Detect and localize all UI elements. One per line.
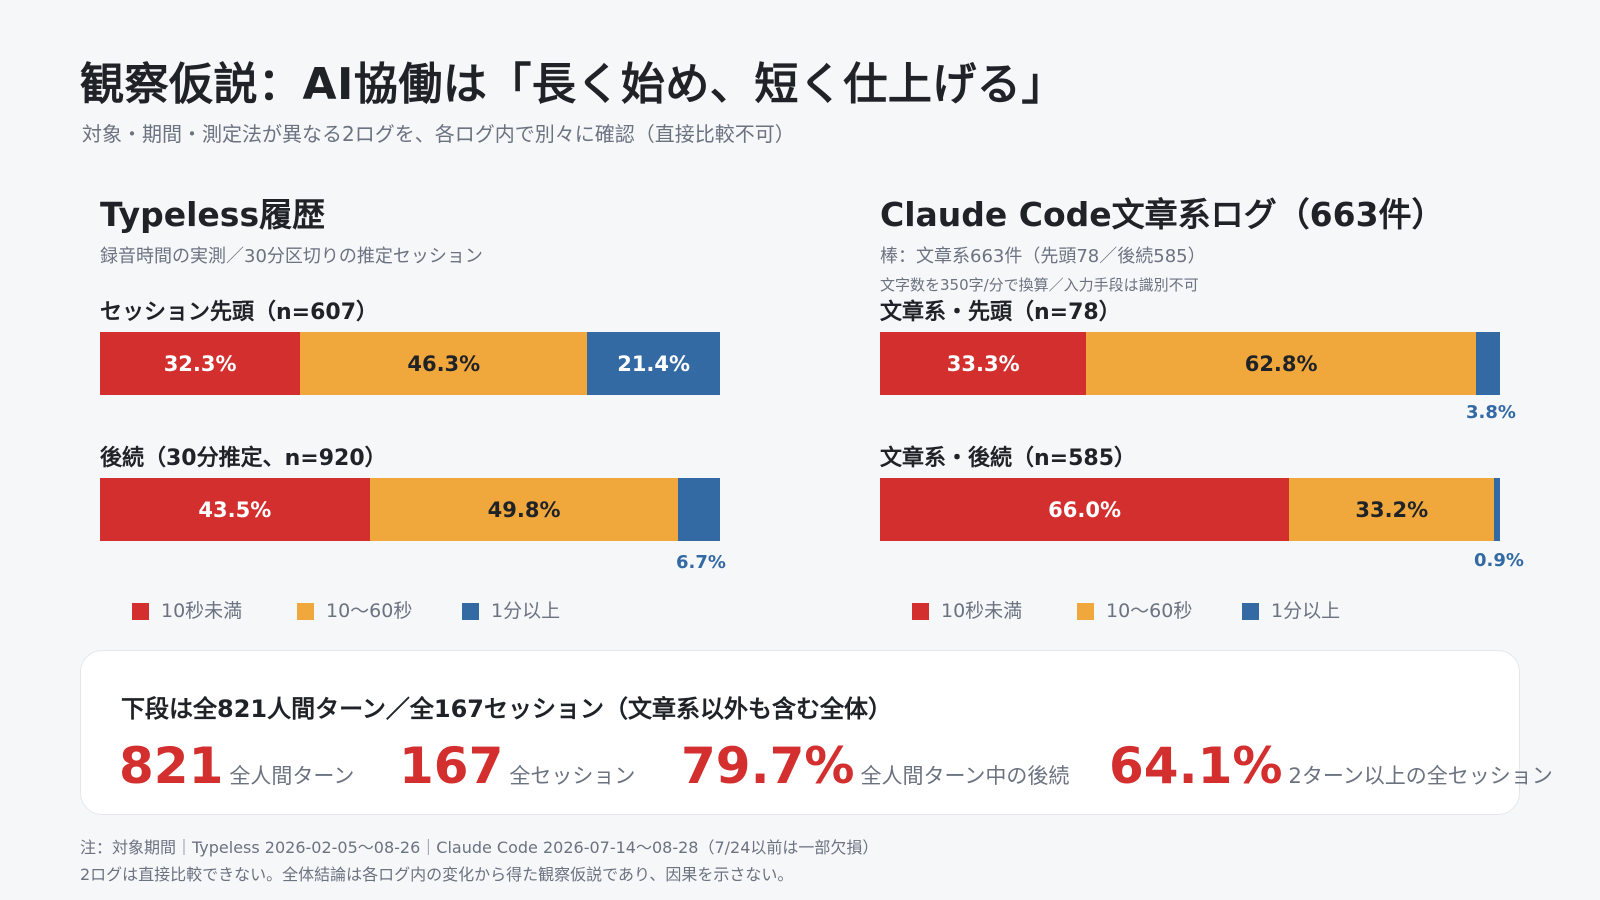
legend-item-under10s: 10秒未満 [132, 596, 297, 623]
legend-swatch [1077, 602, 1094, 620]
typeless-legend: 10秒未満 10〜60秒 1分以上 [132, 596, 627, 623]
legend-swatch [297, 602, 314, 620]
bar-segment-10to60s: 46.3% [300, 332, 588, 395]
bar-segment-under10s: 66.0% [880, 478, 1290, 541]
page-subtitle: 対象・期間・測定法が異なる2ログを、各ログ内で別々に確認（直接比較不可） [82, 122, 795, 146]
legend-swatch [132, 602, 149, 620]
legend-swatch [1242, 602, 1259, 620]
legend-label: 1分以上 [1271, 600, 1341, 622]
stat-label: 全セッション [509, 764, 636, 788]
legend-label: 10〜60秒 [1106, 600, 1193, 622]
stat-value: 64.1% [1109, 737, 1283, 795]
stat-value: 167 [399, 737, 504, 795]
bar-label: 後続（30分推定、n=920） [100, 446, 387, 471]
legend-item-under10s: 10秒未満 [912, 596, 1077, 623]
legend-label: 10〜60秒 [326, 600, 413, 622]
claude-code-legend: 10秒未満 10〜60秒 1分以上 [912, 596, 1407, 623]
stacked-bar: 32.3% 46.3% 21.4% [100, 332, 720, 395]
bar-segment-10to60s: 33.2% [1289, 478, 1495, 541]
stacked-bar: 33.3% 62.8% [880, 332, 1500, 395]
legend-item-over1min: 1分以上 [462, 596, 627, 623]
bar-outside-label: 6.7% [676, 552, 726, 573]
bar-segment-under10s: 33.3% [880, 332, 1087, 395]
typeless-bar-following: 後続（30分推定、n=920） 43.5% 49.8% 6.7% [100, 440, 726, 573]
typeless-panel-title: Typeless履歴 [100, 195, 326, 234]
bar-segment-over1min [1494, 478, 1500, 541]
claude-code-panel-title: Claude Code文章系ログ（663件） [880, 195, 1445, 234]
bar-label: 文章系・先頭（n=78） [880, 300, 1121, 325]
legend-swatch [462, 602, 479, 620]
bar-outside-label: 3.8% [1466, 402, 1516, 423]
claude-code-panel: Claude Code文章系ログ（663件） 棒：文章系663件（先頭78／後続… [880, 188, 1540, 622]
claude-bar-following: 文章系・後続（n=585） 66.0% 33.2% 0.9% [880, 440, 1524, 571]
bar-segment-over1min [678, 478, 720, 541]
stat-label: 全人間ターン中の後続 [860, 764, 1070, 788]
bar-segment-under10s: 32.3% [100, 332, 301, 395]
legend-item-10to60s: 10〜60秒 [1077, 596, 1242, 623]
claude-bar-first: 文章系・先頭（n=78） 33.3% 62.8% 3.8% [880, 294, 1516, 423]
bar-outside-label: 0.9% [1474, 550, 1524, 571]
summary-title: 下段は全821人間ターン／全167セッション（文章系以外も含む全体） [121, 695, 892, 723]
stat-label: 全人間ターン [229, 764, 355, 788]
claude-code-panel-subtitle-2: 文字数を350字/分で換算／入力手段は識別不可 [880, 276, 1199, 294]
stacked-bar: 66.0% 33.2% [880, 478, 1500, 541]
bar-label: セッション先頭（n=607） [100, 300, 379, 325]
bar-segment-10to60s: 62.8% [1086, 332, 1476, 395]
legend-item-10to60s: 10〜60秒 [297, 596, 462, 623]
stat-human-turns: 821 全人間ターン [119, 741, 354, 791]
bar-segment-over1min: 21.4% [587, 332, 720, 395]
legend-label: 10秒未満 [161, 600, 243, 622]
typeless-panel: Typeless履歴 録音時間の実測／30分区切りの推定セッション セッション先… [100, 188, 740, 622]
legend-swatch [912, 602, 929, 620]
stat-value: 821 [119, 737, 224, 795]
footnote-period: 注：対象期間｜Typeless 2026-02-05〜08-26｜Claude … [80, 838, 879, 857]
stat-label: 2ターン以上の全セッション [1288, 764, 1553, 788]
page-title: 観察仮説：AI協働は「長く始め、短く仕上げる」 [80, 59, 1066, 110]
footnote-caveat: 2ログは直接比較できない。全体結論は各ログ内の変化から得た観察仮説であり、因果を… [80, 865, 794, 884]
bar-segment-10to60s: 49.8% [369, 478, 679, 541]
claude-code-panel-subtitle: 棒：文章系663件（先頭78／後続585） [880, 246, 1206, 267]
bar-label: 文章系・後続（n=585） [880, 446, 1137, 471]
bar-segment-under10s: 43.5% [100, 478, 370, 541]
stat-sessions: 167 全セッション [399, 741, 635, 791]
stacked-bar: 43.5% 49.8% [100, 478, 720, 541]
bar-segment-over1min [1475, 332, 1500, 395]
summary-card: 下段は全821人間ターン／全167セッション（文章系以外も含む全体） 821 全… [80, 650, 1553, 815]
stat-value: 79.7% [681, 737, 855, 795]
legend-label: 1分以上 [491, 600, 561, 622]
legend-label: 10秒未満 [941, 600, 1023, 622]
legend-item-over1min: 1分以上 [1242, 596, 1407, 623]
stat-multi-turn-sessions: 64.1% 2ターン以上の全セッション [1109, 741, 1553, 791]
stat-following-share: 79.7% 全人間ターン中の後続 [681, 741, 1069, 791]
typeless-bar-first: セッション先頭（n=607） 32.3% 46.3% 21.4% [100, 294, 720, 395]
typeless-panel-subtitle: 録音時間の実測／30分区切りの推定セッション [100, 246, 483, 267]
